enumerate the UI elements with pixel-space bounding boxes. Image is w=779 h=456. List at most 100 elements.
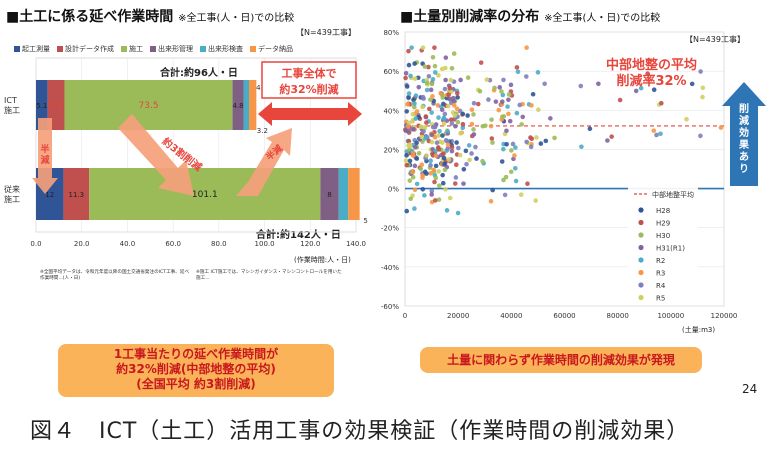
x-axis-unit-left: (作業時間:人・日)	[294, 256, 351, 264]
scatter-point	[406, 62, 412, 68]
scatter-point	[466, 143, 472, 148]
scatter-point	[445, 146, 451, 151]
bar-segment	[232, 80, 244, 130]
scatter-point	[446, 92, 451, 98]
left-n-label: 【N=439工事】	[296, 28, 356, 37]
scatter-point	[411, 127, 416, 132]
scatter-point	[407, 158, 413, 164]
legend-item: 起工測量	[14, 44, 50, 54]
scatter-point	[492, 85, 497, 91]
scatter-point	[404, 208, 410, 214]
scatter-point	[504, 141, 509, 147]
avg-text-1: 中部地整の平均	[606, 58, 698, 73]
legend-swatch	[150, 46, 156, 52]
scatter-point	[469, 151, 474, 156]
scatter-point	[428, 158, 433, 164]
scatter-point	[412, 163, 418, 169]
scatter-point	[501, 77, 506, 83]
bar-data-label: 3.2	[257, 127, 268, 135]
total-conv-label: 合計:約142人・日	[256, 230, 341, 241]
legend-label: R4	[656, 282, 666, 290]
scatter-point	[718, 125, 724, 130]
scatter-point	[403, 70, 409, 76]
scatter-point	[406, 48, 411, 54]
scatter-point	[700, 85, 706, 91]
scatter-point	[419, 134, 425, 140]
scatter-point	[461, 166, 467, 172]
right-panel-title: ■土量別削減率の分布 ※全工事(人・日)での比較	[400, 9, 661, 25]
effect-arrow-char: 削	[739, 102, 749, 115]
scatter-point	[411, 97, 416, 102]
scatter-point	[403, 75, 408, 81]
bar-segment	[36, 80, 48, 130]
scatter-point	[449, 121, 455, 126]
scatter-y-tick: -40%	[381, 264, 399, 272]
scatter-point	[525, 181, 530, 186]
total-reduction-text-2: 約32%削減	[279, 82, 338, 96]
bar-data-label: 73.5	[139, 101, 159, 111]
scatter-point	[507, 118, 513, 124]
scatter-point	[420, 175, 425, 180]
scatter-point	[416, 151, 422, 156]
scatter-point	[410, 169, 415, 175]
legend-label: R5	[656, 295, 665, 303]
bar-segment	[320, 168, 339, 220]
scatter-point	[587, 126, 593, 132]
bar-segment	[348, 168, 360, 220]
scatter-point	[700, 94, 705, 100]
scatter-point	[502, 192, 508, 198]
scatter-point	[406, 120, 412, 126]
scatter-point	[412, 144, 418, 150]
effect-arrow	[722, 82, 766, 186]
scatter-y-tick: 80%	[383, 29, 399, 37]
scatter-point	[443, 55, 449, 60]
scatter-point	[440, 172, 445, 178]
bar-segment	[64, 80, 233, 130]
scatter-point	[684, 116, 689, 122]
scatter-point	[427, 106, 432, 112]
scatter-chart: -60% -40% -20% 0% 20% 40% 60% 80% 0 20000 40000 600…	[381, 29, 766, 320]
legend-item: 施工	[121, 44, 143, 54]
scatter-x-tick: 0	[403, 312, 407, 320]
scatter-point	[460, 111, 466, 117]
scatter-point	[455, 210, 461, 216]
right-n-label: 【N=439工事】	[685, 35, 745, 44]
scatter-point	[449, 66, 455, 71]
bar-category-label: 施工	[4, 194, 20, 204]
legend-swatch	[121, 46, 127, 52]
bar-data-label: 8	[327, 191, 331, 199]
scatter-point	[605, 138, 610, 143]
scatter-point	[433, 163, 439, 169]
scatter-point	[489, 117, 494, 122]
scatter-point	[651, 128, 657, 133]
scatter-point	[538, 141, 544, 146]
scatter-point	[426, 73, 432, 79]
scatter-point	[499, 159, 505, 164]
avg-annotation: 中部地整の平均 削減率32%	[606, 58, 697, 90]
scatter-point	[404, 109, 409, 114]
scatter-point	[419, 162, 425, 168]
scatter-point	[617, 97, 623, 103]
legend-dot	[638, 269, 644, 276]
legend-dot	[638, 257, 644, 263]
scatter-point	[428, 97, 433, 102]
callout-line-1: 1工事当たりの延べ作業時間が	[113, 347, 279, 361]
scatter-point	[444, 208, 450, 213]
scatter-point	[428, 162, 433, 168]
scatter-point	[414, 156, 420, 161]
scatter-point	[484, 77, 490, 82]
scatter-point	[437, 128, 442, 134]
left-notes-2: ※施工 ICT施工では、マシンガイダンス・マシンコントロールを用いた施工...	[196, 270, 342, 281]
scatter-point	[447, 85, 453, 91]
scatter-point	[512, 165, 518, 171]
scatter-point	[524, 139, 529, 145]
scatter-point	[442, 167, 448, 173]
total-reduction-arrow	[258, 102, 362, 126]
scatter-point	[509, 148, 514, 153]
scatter-point	[506, 92, 512, 97]
scatter-point	[471, 112, 476, 117]
scatter-point	[513, 145, 518, 150]
scatter-point	[458, 77, 463, 83]
half-arrow-left-label-1: 半	[40, 143, 49, 155]
scatter-point	[480, 158, 485, 164]
